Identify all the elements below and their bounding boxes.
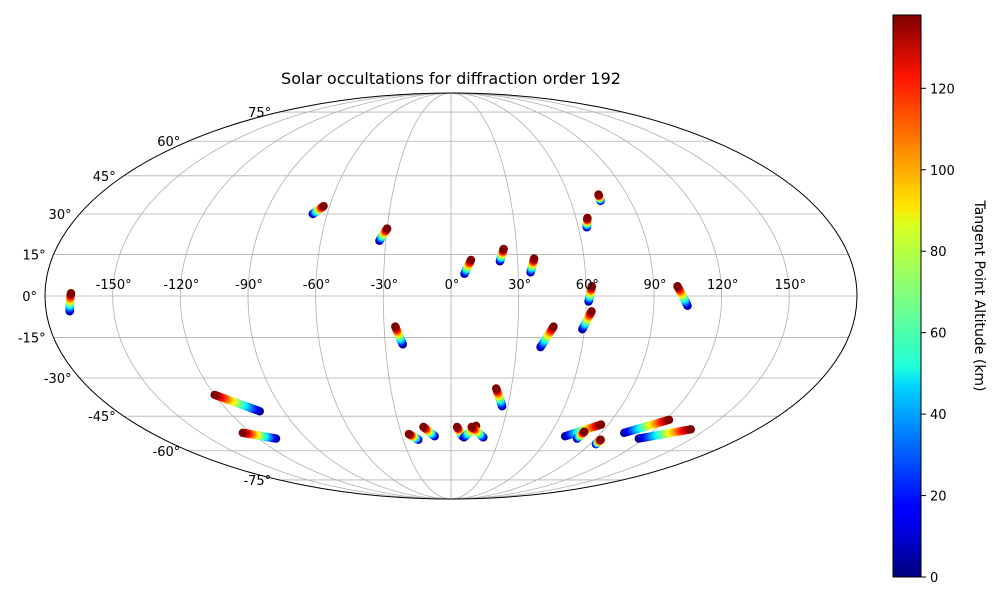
occultation-point	[580, 427, 589, 436]
map-boundary	[44, 92, 858, 500]
occultation-point	[686, 425, 695, 434]
latitude-tick-label: -60°	[153, 445, 181, 460]
occultation-track	[634, 425, 695, 443]
occultation-track	[460, 255, 476, 278]
occultation-point	[391, 322, 400, 331]
longitude-tick-labels: -150° -120° -90° -60° -30° 0° 30° 60° 90° 120° 150…	[96, 278, 806, 293]
longitude-tick-label: -90°	[235, 278, 263, 293]
chart-title: Solar occultations for diffraction order…	[281, 69, 621, 88]
occultation-point	[382, 224, 392, 233]
occultation-point	[596, 435, 605, 444]
occultation-point	[210, 390, 219, 400]
longitude-tick-label: 150°	[775, 278, 806, 293]
colorbar-tick-label: 100	[930, 164, 955, 179]
occultation-point	[466, 255, 476, 265]
colorbar-tick-label: 20	[930, 490, 947, 505]
colorbar-tick-label: 60	[930, 327, 947, 342]
longitude-tick-label: -150°	[96, 278, 132, 293]
occultation-point	[596, 420, 606, 429]
occultation-point	[549, 322, 558, 331]
colorbar: 0 20 40 60 80 100 120 Tangent Point Altitude (…	[892, 14, 987, 586]
occultation-point	[583, 213, 592, 223]
occultation-track	[404, 429, 423, 444]
occultation-point	[238, 428, 247, 438]
occultation-track	[594, 190, 605, 206]
occultation-point	[664, 415, 674, 425]
occultation-track	[238, 428, 281, 443]
occultation-track	[391, 322, 408, 349]
latitude-tick-label: -30°	[44, 372, 72, 387]
latitude-tick-label: 45°	[93, 170, 116, 185]
longitude-tick-label: -120°	[163, 278, 199, 293]
occultation-point	[319, 201, 328, 211]
colorbar-tick-label: 120	[930, 82, 955, 97]
latitude-tick-labels: -75° -60° -45° -30° -15° 0° 15° 30° 45° 60° 75°	[18, 106, 271, 489]
occultation-point	[529, 254, 539, 263]
colorbar-ticks: 0 20 40 60 80 100 120	[921, 82, 955, 586]
longitude-tick-label: -60°	[303, 278, 331, 293]
occultation-track	[584, 282, 597, 306]
occultation-point	[587, 307, 596, 316]
occultation-track	[419, 422, 439, 441]
colorbar-gradient	[892, 14, 922, 578]
occultation-point	[66, 289, 76, 298]
occultation-track	[526, 254, 539, 277]
occultation-track	[210, 390, 264, 416]
occultation-track	[65, 289, 76, 316]
occultation-track	[467, 422, 488, 442]
occultation-track	[491, 384, 507, 411]
occultation-track	[572, 427, 589, 443]
colorbar-tick-label: 80	[930, 245, 947, 260]
longitude-tick-label: 90°	[643, 278, 666, 293]
occultation-point	[404, 429, 414, 439]
occultation-track	[578, 307, 596, 334]
longitude-tick-label: 120°	[707, 278, 738, 293]
occultation-track	[582, 213, 592, 232]
longitude-tick-label: 0°	[445, 278, 460, 293]
occultation-point	[491, 384, 501, 393]
occultation-point	[419, 422, 428, 432]
latitude-tick-label: 75°	[248, 106, 271, 121]
colorbar-label: Tangent Point Altitude (km)	[971, 199, 987, 391]
latitude-tick-label: -45°	[88, 410, 116, 425]
occultation-point	[587, 282, 597, 291]
longitude-tick-label: -30°	[370, 278, 398, 293]
map-area: -150° -120° -90° -60° -30° 0° 30° 60° 90° 120° 150…	[18, 92, 858, 500]
occultation-point	[499, 244, 508, 254]
colorbar-tick-label: 0	[930, 571, 938, 586]
occultation-point	[467, 422, 476, 432]
occultation-track	[591, 435, 605, 449]
colorbar-tick-label: 40	[930, 408, 947, 423]
longitude-tick-label: 60°	[576, 278, 599, 293]
occultation-track	[620, 415, 674, 438]
latitude-tick-label: -15°	[18, 332, 46, 347]
latitude-tick-label: 60°	[157, 135, 180, 150]
latitude-tick-label: 15°	[23, 248, 46, 263]
occultation-track	[495, 244, 508, 266]
occultation-track	[375, 224, 392, 245]
occultation-track	[536, 322, 558, 352]
occultation-point	[452, 422, 462, 432]
latitude-tick-label: 0°	[22, 290, 37, 305]
longitude-tick-label: 30°	[508, 278, 531, 293]
latitude-tick-label: 30°	[49, 208, 72, 223]
latitude-tick-label: -75°	[243, 474, 271, 489]
occultation-point	[673, 282, 682, 291]
occultation-track	[308, 201, 328, 219]
occultation-points	[65, 190, 695, 449]
occultation-track	[673, 282, 692, 310]
occultation-point	[594, 190, 603, 199]
graticule	[45, 93, 857, 499]
